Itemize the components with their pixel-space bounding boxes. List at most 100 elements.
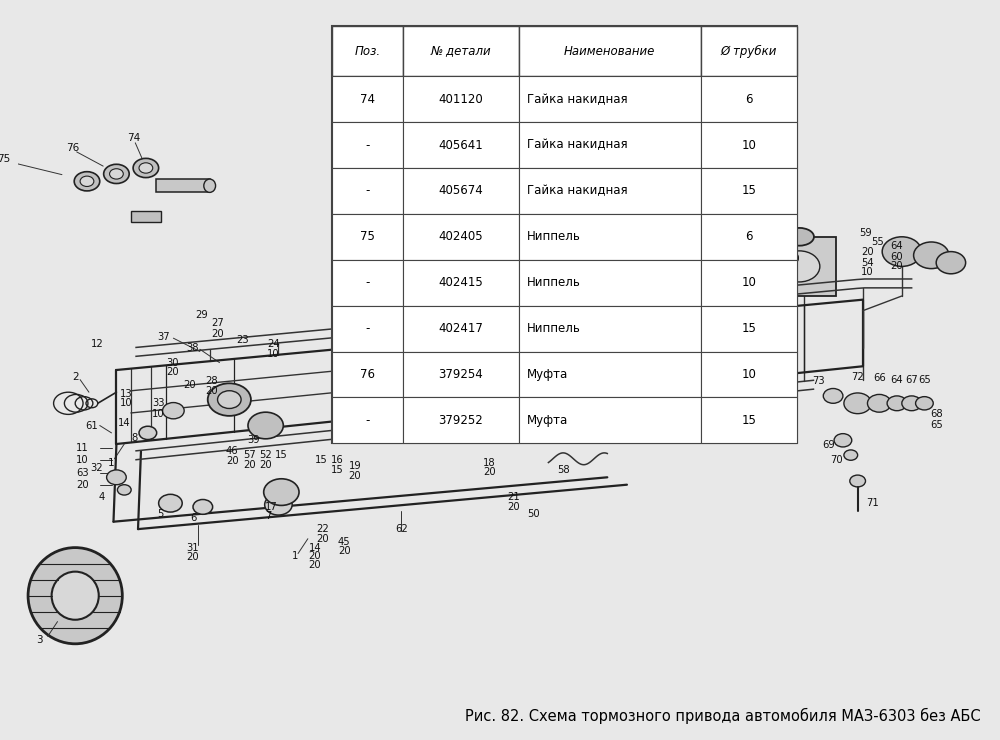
Text: 20: 20	[166, 367, 179, 377]
Text: 50: 50	[527, 509, 540, 519]
Text: 31: 31	[187, 542, 199, 553]
Circle shape	[867, 394, 891, 412]
Bar	[701, 260, 797, 306]
Text: 72: 72	[851, 371, 864, 382]
Circle shape	[139, 426, 157, 440]
Text: 402405: 402405	[439, 230, 483, 243]
Circle shape	[248, 412, 283, 439]
Text: 20: 20	[660, 373, 673, 383]
Text: 20: 20	[436, 425, 449, 436]
Text: 60: 60	[891, 252, 903, 262]
Text: 20: 20	[788, 254, 800, 264]
Text: Гайка накидная: Гайка накидная	[527, 184, 627, 198]
Text: 20: 20	[891, 261, 903, 272]
Text: 10: 10	[578, 331, 591, 341]
Circle shape	[419, 378, 442, 396]
Text: 52: 52	[259, 450, 272, 460]
Ellipse shape	[675, 285, 697, 337]
Text: 10: 10	[741, 276, 756, 289]
Text: 20: 20	[632, 391, 645, 401]
Text: 20: 20	[211, 329, 224, 340]
Bar	[701, 306, 797, 352]
Text: 6: 6	[745, 92, 752, 106]
Text: 20: 20	[508, 502, 520, 512]
Text: 14: 14	[308, 542, 321, 553]
Bar	[332, 352, 403, 397]
Circle shape	[110, 169, 123, 179]
Bar	[701, 214, 797, 260]
Circle shape	[117, 485, 131, 495]
Ellipse shape	[738, 285, 761, 337]
Text: 38: 38	[186, 343, 198, 353]
Text: 20: 20	[861, 246, 874, 257]
Circle shape	[159, 494, 182, 512]
Circle shape	[887, 396, 907, 411]
Circle shape	[779, 251, 820, 282]
Text: -: -	[366, 184, 370, 198]
Circle shape	[823, 388, 843, 403]
Text: -: -	[366, 276, 370, 289]
Bar	[403, 122, 519, 168]
Text: 20: 20	[338, 546, 351, 556]
Text: Ниппель: Ниппель	[527, 322, 581, 335]
Text: 23: 23	[236, 335, 248, 346]
Bar	[403, 168, 519, 214]
Bar	[131, 211, 161, 222]
Circle shape	[914, 242, 949, 269]
Text: 7: 7	[265, 511, 272, 521]
Circle shape	[218, 391, 241, 408]
Text: Поз.: Поз.	[355, 44, 381, 58]
Text: 68: 68	[930, 409, 942, 420]
Text: -: -	[366, 322, 370, 335]
Bar	[519, 76, 701, 122]
Text: 29: 29	[195, 309, 208, 320]
Text: 13: 13	[120, 388, 133, 399]
Bar	[403, 260, 519, 306]
Text: 32: 32	[90, 462, 103, 473]
Text: 20: 20	[648, 320, 661, 331]
Text: 20: 20	[308, 551, 321, 562]
Text: 73: 73	[812, 376, 825, 386]
Circle shape	[936, 252, 966, 274]
Circle shape	[208, 383, 251, 416]
Bar	[403, 76, 519, 122]
Text: 379254: 379254	[439, 368, 483, 381]
Ellipse shape	[204, 179, 216, 192]
Text: 10: 10	[678, 377, 690, 388]
Bar	[332, 26, 403, 76]
Text: 15: 15	[315, 455, 328, 465]
Text: Гайка накидная: Гайка накидная	[527, 138, 627, 152]
Text: Ø трубки: Ø трубки	[720, 44, 777, 58]
Bar	[701, 168, 797, 214]
Bar	[519, 352, 701, 397]
Text: 379252: 379252	[439, 414, 483, 427]
Text: 53: 53	[678, 368, 690, 378]
Text: 64: 64	[891, 241, 903, 252]
Circle shape	[139, 163, 153, 173]
Text: 21: 21	[508, 492, 520, 502]
Text: 42: 42	[367, 323, 380, 333]
Circle shape	[916, 397, 933, 410]
Ellipse shape	[28, 548, 122, 644]
Bar	[332, 306, 403, 352]
Text: Рис. 82. Схема тормозного привода автомобиля МАЗ-6303 без АБС: Рис. 82. Схема тормозного привода автомо…	[465, 707, 980, 724]
Bar	[519, 122, 701, 168]
Text: 20: 20	[226, 456, 239, 466]
Text: АВТЕСА.РУ: АВТЕСА.РУ	[396, 383, 623, 417]
Text: 30: 30	[166, 357, 179, 368]
Circle shape	[265, 494, 292, 515]
Bar	[332, 76, 403, 122]
Text: 65: 65	[918, 375, 931, 386]
Bar	[686, 285, 750, 337]
Text: 35: 35	[481, 315, 494, 326]
Circle shape	[431, 391, 480, 428]
Circle shape	[834, 434, 852, 447]
Bar	[403, 306, 519, 352]
Bar	[519, 214, 701, 260]
Bar	[519, 26, 701, 76]
Text: 75: 75	[0, 154, 10, 164]
Text: 6: 6	[190, 513, 196, 523]
Text: 20: 20	[76, 480, 88, 491]
Text: 20: 20	[184, 380, 196, 390]
Text: 20: 20	[349, 471, 361, 481]
